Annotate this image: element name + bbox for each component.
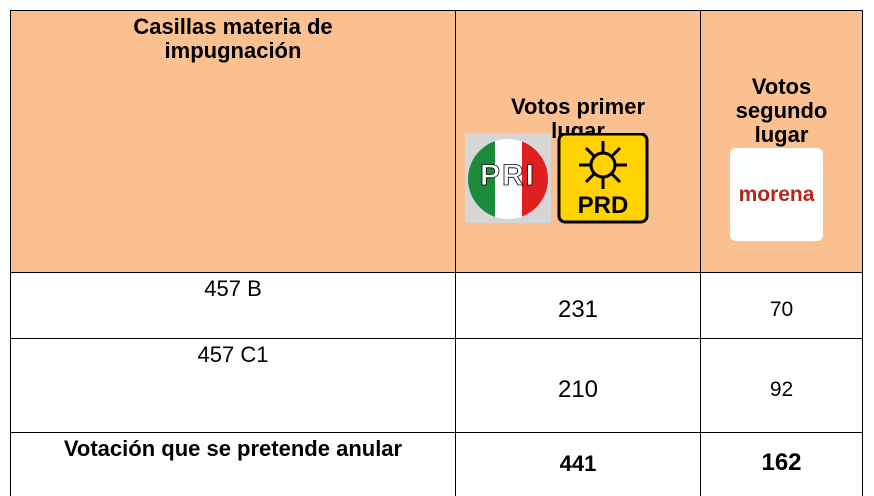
- cell: 457 B: [10, 272, 456, 339]
- cell: 441: [455, 432, 701, 496]
- prd-label: PRD: [578, 192, 629, 219]
- cell: 92: [700, 338, 863, 433]
- pri-label: PRI: [480, 159, 536, 192]
- cell: 210: [455, 338, 701, 433]
- header-text: Casillas materia de impugnación: [133, 14, 333, 63]
- header-text: Votos primer lugar: [510, 94, 646, 143]
- cell: 70: [700, 272, 863, 339]
- logos: PRI PRD: [465, 133, 649, 224]
- cell: 231: [455, 272, 701, 339]
- morena-logo: morena: [730, 148, 823, 241]
- cell: 162: [700, 432, 863, 496]
- header-cell: Votos segundo lugar morena: [700, 10, 863, 273]
- cell: Votación que se pretende anular: [10, 432, 456, 496]
- header-cell: Casillas materia de impugnación: [10, 10, 456, 273]
- cell: 457 C1: [10, 338, 456, 433]
- header-cell: Votos primer lugar PRI PRD: [455, 10, 701, 273]
- header-text: Votos segundo lugar: [735, 74, 828, 147]
